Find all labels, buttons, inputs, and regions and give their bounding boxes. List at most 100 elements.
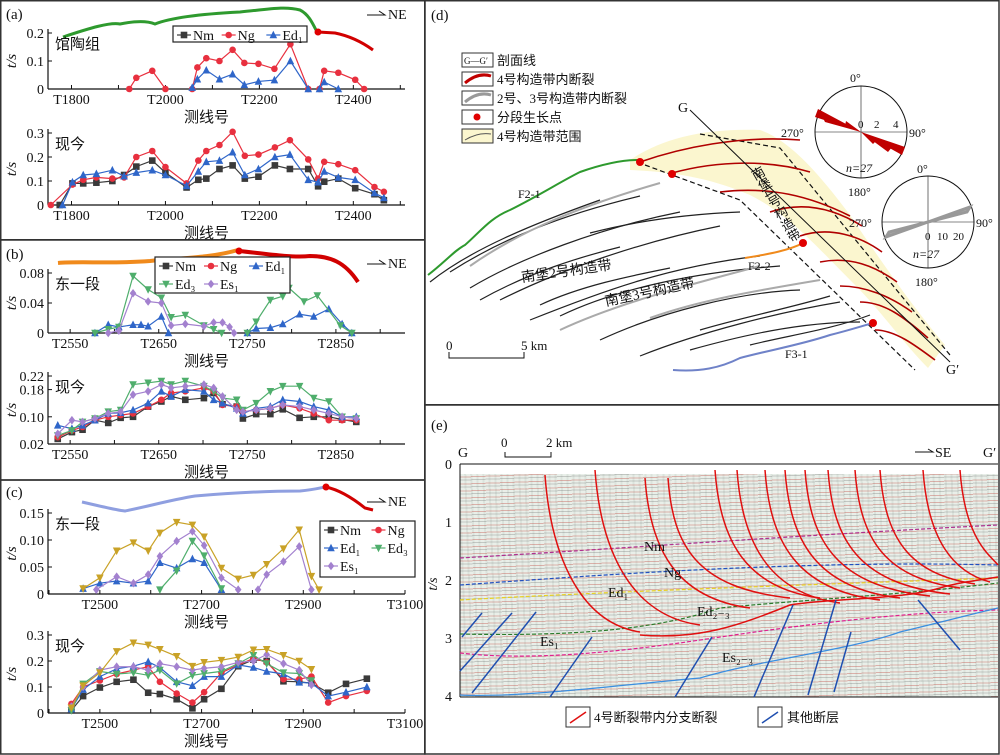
data-point xyxy=(320,67,328,75)
y-tick-label: 0.1 xyxy=(27,681,45,696)
zone4-boundary xyxy=(699,133,951,356)
data-point xyxy=(173,536,180,546)
y-tick-label: 0 xyxy=(37,327,44,342)
y-tick-label: 0.22 xyxy=(20,370,45,385)
panel-a-label: (a) xyxy=(6,7,23,23)
data-point xyxy=(115,326,123,336)
data-point xyxy=(309,312,318,320)
x-tick-label: T2750 xyxy=(229,448,266,463)
data-point xyxy=(56,201,64,209)
growth-point xyxy=(322,483,330,491)
data-point xyxy=(219,392,226,401)
data-point xyxy=(188,672,197,680)
data-point xyxy=(203,54,210,62)
data-point xyxy=(130,578,137,588)
data-point xyxy=(217,564,226,573)
data-point xyxy=(144,547,152,556)
data-point xyxy=(92,169,101,178)
data-point xyxy=(200,321,208,331)
data-point xyxy=(310,413,318,421)
data-point xyxy=(167,383,175,393)
data-point xyxy=(363,675,371,682)
data-point xyxy=(96,669,104,677)
series-Ng xyxy=(47,128,388,209)
data-point xyxy=(129,288,137,298)
panel-c-label: (c) xyxy=(6,485,23,501)
x-tick-label: T2650 xyxy=(140,337,177,352)
svg-text:n=27: n=27 xyxy=(846,161,873,175)
chart-0: 0 0.1 0.2 T1800 T2000 T2200 T2400 测线号 t/s 馆陶组 Nm Ng… xyxy=(4,25,405,126)
horizons xyxy=(459,524,999,657)
data-point xyxy=(167,392,175,400)
data-point xyxy=(203,147,210,155)
f21-label: F2-1 xyxy=(518,187,541,201)
data-point xyxy=(158,380,165,389)
svg-text:Nm: Nm xyxy=(644,540,665,555)
data-point xyxy=(67,704,76,713)
data-point xyxy=(351,76,359,84)
data-point xyxy=(148,165,157,174)
data-point xyxy=(158,396,165,404)
data-point xyxy=(137,320,145,329)
data-point xyxy=(189,705,196,712)
data-point xyxy=(278,382,287,391)
data-point xyxy=(156,690,164,698)
svg-text:270°: 270° xyxy=(849,216,872,230)
data-point xyxy=(249,663,258,671)
svg-text:0: 0 xyxy=(446,338,453,353)
data-point xyxy=(120,171,128,180)
data-point xyxy=(218,398,227,407)
data-point xyxy=(295,309,304,318)
y-tick-label: 0 xyxy=(37,588,44,603)
data-point xyxy=(130,662,137,672)
chart-subtitle: 东一段 xyxy=(55,516,100,533)
y-axis-label: t/s xyxy=(4,162,20,176)
data-point xyxy=(91,329,99,338)
data-point xyxy=(254,77,263,85)
data-point xyxy=(334,69,342,77)
y-tick-label: 0.2 xyxy=(27,27,45,42)
data-point xyxy=(334,84,343,93)
data-point xyxy=(162,163,169,171)
data-point xyxy=(295,382,304,391)
section-legend: 4号断裂带内分支断裂 其他断层 xyxy=(565,706,839,728)
svg-text:1: 1 xyxy=(445,516,452,531)
section-y-label: t/s xyxy=(426,577,441,591)
data-point xyxy=(172,518,181,527)
y-tick-label: 0 xyxy=(37,83,44,98)
data-point xyxy=(200,387,208,395)
data-point xyxy=(148,157,156,164)
data-point xyxy=(53,421,62,429)
branch-fault xyxy=(922,469,991,583)
data-point xyxy=(129,320,137,329)
chart-5: 0 0.1 0.2 0.3 T2500 T2700 T2900 T3100 测线号 t/s 现今 xyxy=(4,629,423,750)
legend-entry: Es₁ xyxy=(340,560,359,575)
section-scale-bar: 0 2 km xyxy=(501,435,572,458)
data-point xyxy=(144,665,152,675)
y-axis-label: t/s xyxy=(4,546,20,560)
data-point xyxy=(172,680,181,688)
data-point xyxy=(217,668,226,676)
x-tick-label: T2700 xyxy=(183,717,220,732)
data-point xyxy=(200,659,208,667)
data-point xyxy=(286,136,294,144)
series-line xyxy=(95,530,239,591)
x-tick-label: T2500 xyxy=(82,598,119,613)
data-point xyxy=(234,658,242,667)
data-point xyxy=(144,387,152,396)
other-faults xyxy=(459,599,961,698)
data-point xyxy=(133,74,140,82)
data-point xyxy=(144,672,152,680)
series-Ed₁ xyxy=(188,56,343,93)
data-point xyxy=(325,304,333,313)
north-east-arrow-a: NE xyxy=(367,8,407,23)
data-point xyxy=(161,170,170,179)
data-point xyxy=(304,175,313,184)
svg-text:3: 3 xyxy=(445,632,452,647)
data-point xyxy=(266,323,275,332)
legend-entry: Nm xyxy=(175,260,196,275)
data-point xyxy=(324,699,332,706)
data-point xyxy=(112,670,121,679)
y-tick-label: 0.1 xyxy=(27,175,45,190)
data-point xyxy=(309,394,318,403)
